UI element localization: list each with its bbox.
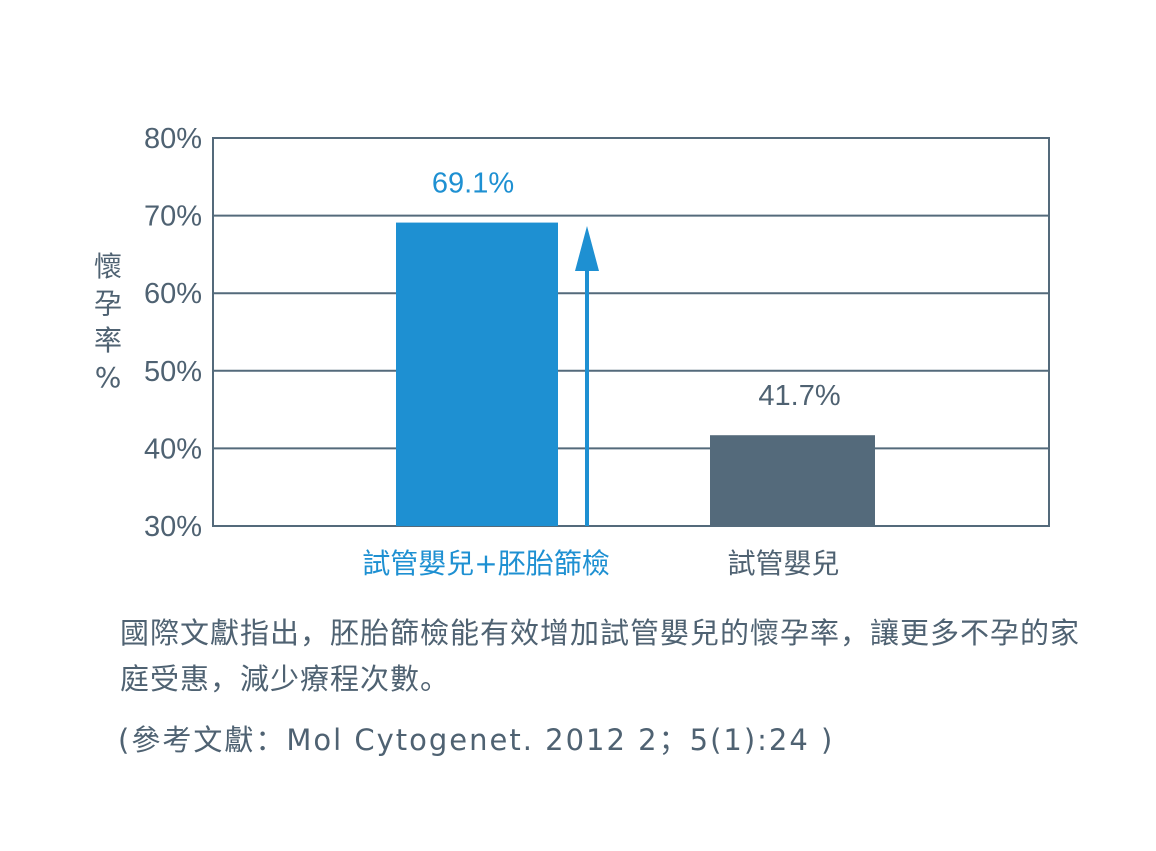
y-axis-label-char: 率: [93, 324, 122, 357]
data-label: 69.1%: [432, 168, 514, 200]
plot-frame: [212, 137, 1050, 527]
y-axis-label-char: 懷: [93, 250, 122, 283]
y-axis-label: 懷 孕 率 %: [88, 248, 128, 396]
bar-ivf-pgs: [396, 222, 558, 527]
arrow-head: [575, 226, 599, 271]
y-tick-label: 50%: [144, 356, 202, 388]
x-axis-categories: 試管嬰兒+胚胎篩檢 試管嬰兒: [362, 547, 839, 580]
data-label: 41.7%: [758, 380, 840, 412]
x-category-label: 試管嬰兒: [727, 547, 839, 580]
increase-arrow: [575, 226, 599, 526]
bar-chart: 30%40%50%60%70%80% 69.1%41.7% 試管嬰兒+胚胎篩檢試…: [144, 123, 1050, 580]
y-axis-ticks: 30% 40% 50% 60% 70% 80%: [144, 123, 202, 543]
y-tick-label: 40%: [144, 433, 202, 465]
bar-ivf: [710, 435, 875, 526]
y-tick-label: 80%: [144, 123, 202, 155]
y-tick-label: 30%: [144, 511, 202, 543]
y-tick-label: 60%: [144, 278, 202, 310]
bars: [396, 222, 875, 527]
y-axis-label-char: 孕: [93, 287, 122, 320]
data-labels: 69.1% 41.7%: [432, 168, 841, 413]
reference-citation: (參考文獻：Mol Cytogenet. 2012 2；5(1):24 ): [118, 723, 835, 757]
y-axis-label-char: %: [94, 361, 122, 394]
grid-lines: [212, 137, 1050, 527]
summary-note: 國際文獻指出，胚胎篩檢能有效增加試管嬰兒的懷孕率，讓更多不孕的家庭受惠，減少療程…: [120, 616, 1081, 696]
y-tick-label: 70%: [144, 201, 202, 233]
x-category-label: 試管嬰兒+胚胎篩檢: [362, 547, 609, 580]
